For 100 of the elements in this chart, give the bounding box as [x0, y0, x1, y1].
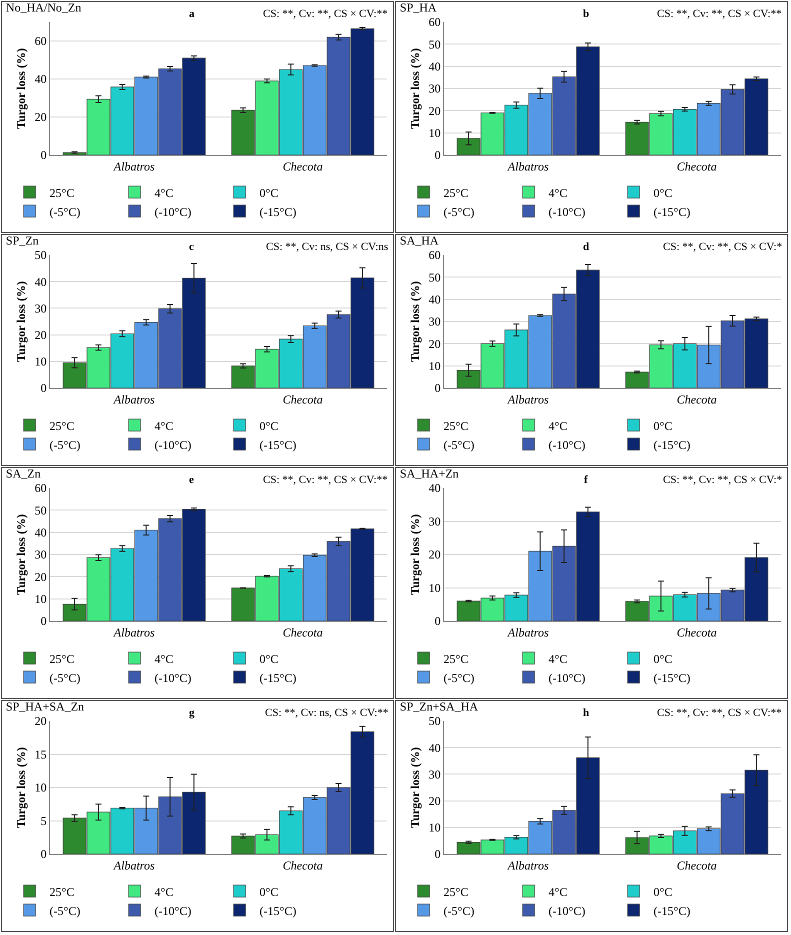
legend-label: 0°C [654, 186, 672, 200]
text: CS: **, Cv: ns, CS × CV:ns [266, 241, 388, 253]
y-tick-label: 40 [34, 274, 47, 289]
y-tick-label: 10 [34, 354, 47, 369]
legend-label: 4°C [548, 418, 568, 433]
legend-label: (-5°C) [50, 204, 80, 219]
legend-label: 4°C [154, 418, 174, 433]
y-axis-title: Turgor loss (%) [408, 48, 422, 129]
y-tick-label: 10 [428, 820, 441, 835]
text: a [189, 8, 195, 20]
y-axis-title: Turgor loss (%) [408, 747, 422, 828]
legend-label: (-15°C) [654, 904, 690, 918]
y-tick-label: 30 [428, 767, 441, 782]
x-tick-label: Checota [282, 625, 323, 640]
text: CS: **, Cv: **, CS × CV:** [263, 8, 388, 20]
y-tick-label: 50 [34, 503, 47, 518]
text: h [583, 707, 590, 719]
legend-label: 4°C [154, 884, 174, 899]
y-axis-title: Turgor loss (%) [14, 514, 28, 595]
legend-label: (-10°C) [154, 438, 192, 452]
legend-label: 0°C [260, 652, 278, 666]
x-tick-label: Checota [676, 159, 717, 174]
text: CS: **, Cv: ns, CS × CV:** [265, 707, 388, 719]
chart-title: SP_Zn+SA_HA [400, 700, 478, 714]
y-axis-title: Turgor loss (%) [408, 281, 422, 362]
y-tick-label: 0 [40, 847, 47, 862]
y-tick-label: 60 [428, 15, 441, 30]
text: CS: **, Cv: **, CS × CV:** [263, 474, 388, 486]
text: b [583, 8, 590, 20]
chart-title: SA_HA [400, 234, 439, 248]
legend-label: (-10°C) [548, 204, 586, 219]
legend-label: (-5°C) [444, 904, 474, 918]
x-tick-label: Albatros [506, 159, 550, 174]
chart-title: SP_HA+SA_Zn [6, 700, 84, 714]
x-tick-label: Albatros [506, 625, 550, 640]
legend-label: (-15°C) [654, 670, 690, 685]
legend-label: 4°C [548, 186, 568, 200]
y-tick-label: 40 [428, 740, 441, 755]
legend-label: 0°C [260, 884, 278, 899]
y-tick-label: 50 [428, 270, 441, 284]
y-tick-label: 30 [428, 82, 441, 96]
x-tick-label: Albatros [112, 392, 156, 406]
legend-label: 4°C [154, 186, 174, 200]
y-axis-title: Turgor loss (%) [14, 48, 28, 129]
legend-label: 25°C [50, 652, 74, 666]
y-tick-label: 20 [428, 548, 441, 562]
y-tick-label: 10 [428, 580, 441, 595]
y-tick-label: 20 [34, 714, 47, 728]
x-tick-label: Checota [282, 159, 323, 174]
y-tick-label: 50 [428, 714, 441, 728]
y-tick-label: 30 [428, 314, 441, 329]
legend-label: (-10°C) [548, 904, 586, 918]
text: c [189, 241, 194, 253]
legend-label: 0°C [654, 418, 672, 433]
chart-title: SA_HA+Zn [400, 466, 459, 481]
legend-label: (-10°C) [548, 670, 586, 685]
legend-label: (-5°C) [444, 438, 474, 452]
y-tick-label: 50 [34, 248, 47, 262]
legend-label: 0°C [654, 884, 672, 899]
legend-label: (-5°C) [50, 904, 80, 918]
y-axis-title: Turgor loss (%) [14, 747, 28, 828]
legend-label: (-10°C) [154, 204, 192, 219]
y-tick-label: 40 [428, 292, 441, 307]
x-tick-label: Checota [282, 392, 323, 406]
y-tick-label: 30 [428, 514, 441, 528]
y-tick-label: 60 [34, 481, 47, 496]
legend-label: (-10°C) [154, 670, 192, 685]
legend-label: 4°C [154, 652, 174, 666]
legend-label: 0°C [260, 418, 278, 433]
y-tick-label: 10 [428, 359, 441, 374]
legend-label: (-10°C) [154, 904, 192, 918]
chart-title: SP_Zn [6, 234, 39, 248]
y-tick-label: 20 [34, 570, 47, 584]
y-tick-label: 20 [428, 794, 441, 808]
y-tick-label: 0 [434, 381, 441, 396]
legend-label: 0°C [260, 186, 278, 200]
x-tick-label: Checota [676, 625, 717, 640]
x-tick-label: Albatros [112, 625, 156, 640]
y-tick-label: 40 [34, 526, 47, 540]
y-tick-label: 20 [428, 104, 441, 118]
x-tick-label: Albatros [506, 392, 550, 406]
y-tick-label: 5 [40, 814, 47, 828]
y-tick-label: 0 [434, 847, 441, 862]
legend-label: (-5°C) [50, 438, 80, 452]
text: CS: **, Cv: **, CS × CV:** [657, 8, 782, 20]
y-tick-label: 60 [428, 248, 441, 262]
text: CS: **, Cv: **, CS × CV:** [657, 707, 782, 719]
y-tick-label: 40 [428, 481, 441, 496]
text: e [189, 474, 194, 486]
y-tick-label: 20 [34, 328, 47, 342]
legend-label: 25°C [444, 652, 468, 666]
y-tick-label: 40 [428, 60, 441, 74]
x-tick-label: Checota [676, 858, 717, 872]
x-tick-label: Albatros [112, 858, 156, 872]
x-tick-label: Checota [676, 392, 717, 406]
y-tick-label: 0 [40, 148, 47, 162]
legend-label: (-10°C) [548, 438, 586, 452]
legend-label: 25°C [50, 884, 74, 899]
chart-title: No_HA/No_Zn [6, 0, 82, 15]
legend-label: (-5°C) [444, 670, 474, 685]
